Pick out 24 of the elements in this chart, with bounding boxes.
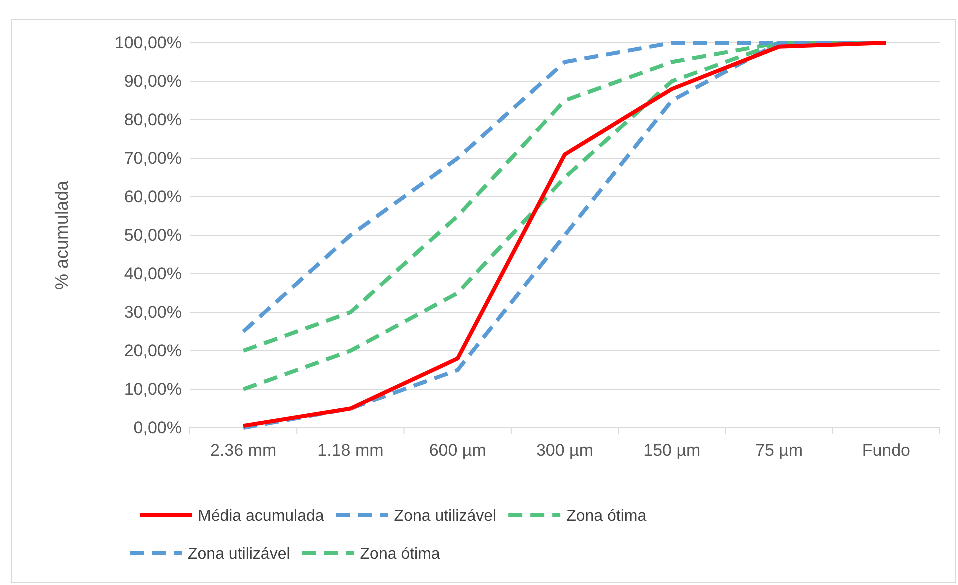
x-tick-label: 2.36 mm bbox=[210, 441, 277, 460]
legend-label: Zona ótima bbox=[360, 546, 440, 563]
y-tick-label: 90,00% bbox=[124, 72, 182, 91]
y-tick-label: 80,00% bbox=[124, 110, 182, 130]
x-tick-label: 150 µm bbox=[644, 441, 701, 460]
legend-label: Zona ótima bbox=[566, 508, 647, 525]
x-tick-label: 600 µm bbox=[429, 441, 486, 460]
y-tick-label: 20,00% bbox=[124, 341, 182, 360]
x-tick-label: Fundo bbox=[862, 441, 911, 460]
y-tick-label: 0,00% bbox=[134, 418, 182, 438]
x-tick-label: 75 µm bbox=[755, 441, 804, 460]
x-tick-label: 300 µm bbox=[536, 441, 594, 460]
y-tick-label: 10,00% bbox=[124, 380, 182, 399]
y-tick-label: 50,00% bbox=[124, 226, 182, 245]
y-tick-label: 30,00% bbox=[124, 302, 182, 322]
y-tick-label: 60,00% bbox=[124, 187, 182, 206]
legend-label: Média acumulada bbox=[198, 508, 324, 525]
y-axis-title: % acumulada bbox=[52, 180, 72, 290]
y-tick-label: 100,00% bbox=[114, 33, 182, 52]
legend-label: Zona utilizável bbox=[394, 508, 497, 525]
legend-label: Zona utilizável bbox=[188, 546, 290, 563]
y-tick-label: 70,00% bbox=[124, 148, 182, 168]
y-tick-label: 40,00% bbox=[124, 264, 182, 284]
x-tick-label: 1.18 mm bbox=[318, 441, 384, 460]
